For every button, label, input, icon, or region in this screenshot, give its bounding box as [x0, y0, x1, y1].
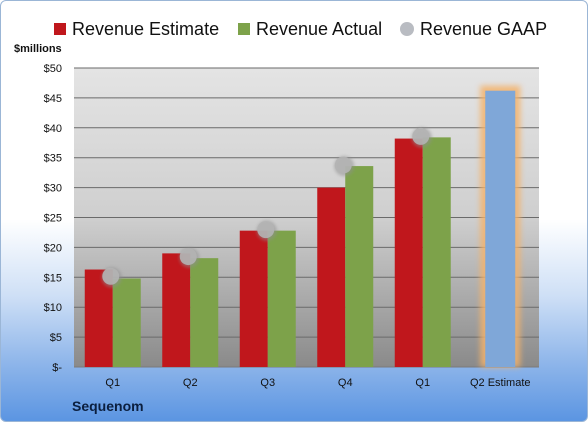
- x-tick-label: Q2 Estimate: [470, 377, 531, 389]
- bar-estimate: [162, 253, 191, 367]
- legend-label-estimate: Revenue Estimate: [72, 18, 220, 39]
- legend-label-actual: Revenue Actual: [256, 18, 383, 39]
- y-tick-label: $10: [44, 302, 62, 314]
- y-tick-label: $-: [52, 362, 62, 374]
- x-tick-label: Q4: [338, 377, 353, 389]
- gaap-dot: [334, 156, 352, 174]
- legend-item-estimate: Revenue Estimate: [54, 14, 219, 44]
- y-axis-unit-label: $millions: [14, 43, 62, 55]
- y-tick-label: $30: [44, 183, 62, 195]
- gaap-dot: [257, 221, 275, 239]
- y-tick-label: $40: [44, 123, 62, 135]
- x-tick-label: Q3: [260, 377, 275, 389]
- y-tick-label: $35: [44, 153, 62, 165]
- x-tick-label: Q1: [105, 377, 120, 389]
- legend-swatch-actual: [238, 23, 250, 35]
- gaap-dot: [102, 267, 120, 285]
- y-tick-label: $25: [44, 213, 62, 225]
- legend-label-gaap: Revenue GAAP: [420, 18, 548, 39]
- bar-estimate: [394, 138, 423, 367]
- legend-item-actual: Revenue Actual: [238, 14, 382, 44]
- bar-actual: [345, 166, 374, 367]
- bar-actual: [267, 230, 296, 367]
- gaap-dot: [179, 248, 197, 266]
- bar-actual: [190, 258, 219, 367]
- bar-actual: [112, 278, 141, 367]
- bar-estimate: [317, 187, 346, 367]
- y-tick-label: $45: [44, 93, 62, 105]
- company-name: Sequenom: [72, 398, 144, 414]
- bar-forecast: [485, 90, 516, 367]
- y-tick-label: $15: [44, 272, 62, 284]
- gaap-dot: [412, 127, 430, 145]
- y-tick-label: $5: [50, 332, 62, 344]
- x-tick-label: Q2: [183, 377, 198, 389]
- legend-swatch-gaap: [400, 22, 414, 36]
- bar-estimate: [239, 230, 268, 367]
- y-tick-label: $50: [44, 63, 62, 75]
- legend: Revenue Estimate Revenue Actual Revenue …: [0, 14, 588, 44]
- x-tick-label: Q1: [415, 377, 430, 389]
- legend-item-gaap: Revenue GAAP: [400, 14, 547, 44]
- bar-actual: [422, 137, 451, 367]
- legend-swatch-estimate: [54, 23, 66, 35]
- y-tick-label: $20: [44, 242, 62, 254]
